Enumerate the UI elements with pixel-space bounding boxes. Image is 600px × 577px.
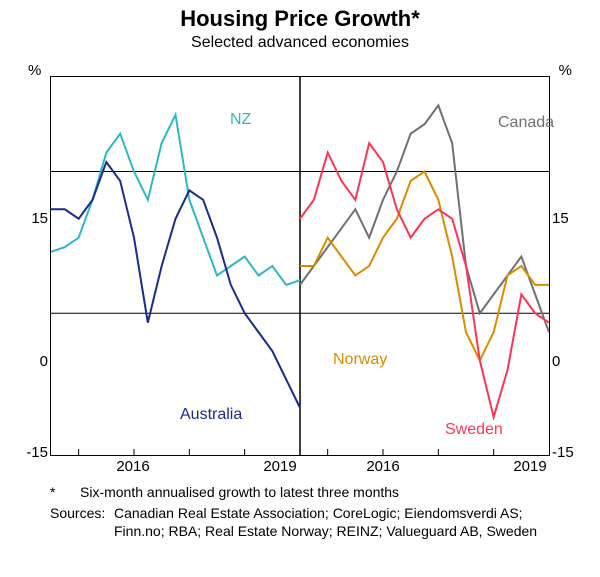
series-australia xyxy=(51,162,300,408)
series-nz xyxy=(51,115,300,285)
footnote-marker: * xyxy=(50,484,80,500)
sources-text: Canadian Real Estate Association; CoreLo… xyxy=(114,504,564,540)
x-tick-right-2019: 2019 xyxy=(505,458,555,475)
y-tick-left-15: 15 xyxy=(8,210,48,227)
y-tick-right-15: 15 xyxy=(552,210,592,227)
series-label-nz: NZ xyxy=(230,111,251,129)
series-label-australia: Australia xyxy=(180,406,242,424)
series-sweden xyxy=(300,143,549,417)
series-label-sweden: Sweden xyxy=(445,421,503,439)
series-label-canada: Canada xyxy=(498,114,554,132)
y-tick-left-n15: -15 xyxy=(8,444,48,461)
y-tick-right-n15: -15 xyxy=(552,444,592,461)
footnote-text: Six-month annualised growth to latest th… xyxy=(80,484,550,500)
chart-subtitle: Selected advanced economies xyxy=(0,34,600,52)
x-tick-right-2016: 2016 xyxy=(358,458,408,475)
chart-sources: Sources:Canadian Real Estate Association… xyxy=(50,504,580,540)
y-tick-left-0: 0 xyxy=(8,353,48,370)
y-axis-unit-right: % xyxy=(559,62,572,79)
y-tick-right-0: 0 xyxy=(552,353,592,370)
chart-container: Housing Price Growth* Selected advanced … xyxy=(0,6,600,577)
chart-plot-area xyxy=(50,76,550,456)
sources-label: Sources: xyxy=(50,504,114,522)
chart-title: Housing Price Growth* xyxy=(0,6,600,32)
x-tick-left-2019: 2019 xyxy=(255,458,305,475)
y-axis-unit-left: % xyxy=(28,62,41,79)
x-tick-left-2016: 2016 xyxy=(108,458,158,475)
series-norway xyxy=(300,172,549,361)
chart-footnote: *Six-month annualised growth to latest t… xyxy=(50,484,570,500)
series-label-norway: Norway xyxy=(333,351,387,369)
chart-svg xyxy=(51,77,549,455)
